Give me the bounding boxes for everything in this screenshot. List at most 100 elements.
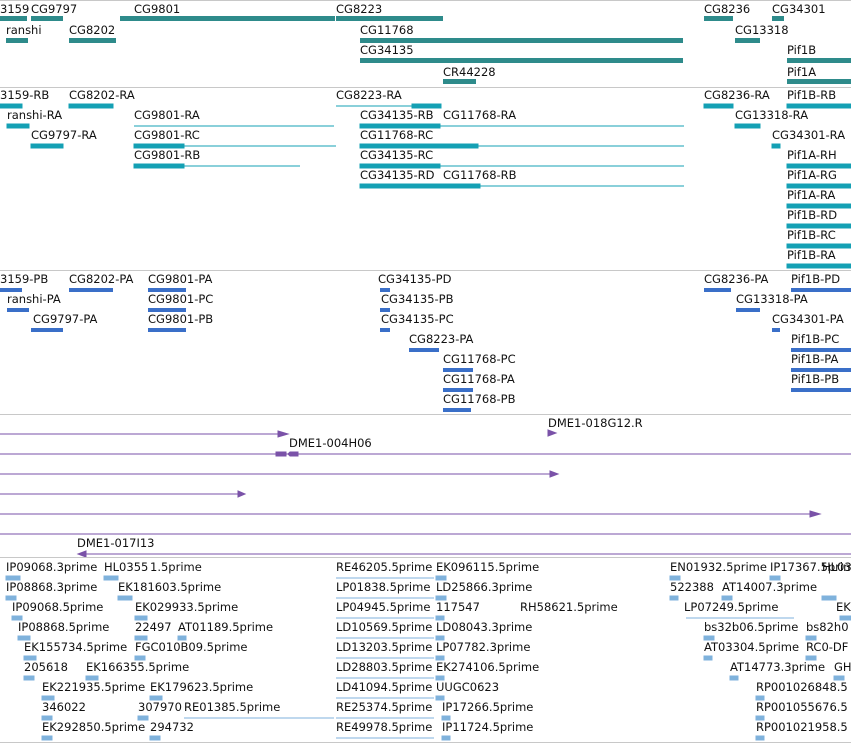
gene-glyph[interactable] — [735, 38, 760, 43]
gene-label[interactable]: CG9801 — [134, 2, 181, 16]
est-label[interactable]: LD25866.3prime — [436, 580, 533, 594]
gene-label[interactable]: CG8236 — [704, 2, 751, 16]
transcript-label[interactable]: Pif1B-RB — [787, 88, 837, 102]
transcript-label[interactable]: Pif1B-RC — [787, 228, 836, 242]
est-glyphs[interactable] — [0, 558, 851, 743]
est-label[interactable]: UUGC0623 — [436, 680, 500, 694]
est-label[interactable]: 117547 — [436, 600, 480, 614]
est-label[interactable]: LP04945.5prime — [336, 600, 431, 614]
est-label[interactable]: LD41094.5prime — [336, 680, 433, 694]
est-label[interactable]: AT03304.5prime — [704, 640, 800, 654]
est-label[interactable]: IP17367.5prime — [770, 560, 851, 574]
gene-label[interactable]: CR44228 — [443, 65, 496, 79]
protein-glyphs[interactable] — [0, 271, 851, 414]
est-label[interactable]: EK179623.5prime — [150, 680, 254, 694]
gene-label[interactable]: CG34135 — [360, 43, 414, 57]
est-label[interactable]: 346022 — [42, 700, 86, 714]
est-label[interactable]: 307970 — [138, 700, 182, 714]
transcript-label[interactable]: CG11768-RA — [443, 108, 517, 122]
est-label[interactable]: RC0-DF — [806, 640, 849, 654]
est-label[interactable]: AT14007.3prime — [722, 580, 818, 594]
est-label[interactable]: IP17266.5prime — [442, 700, 534, 714]
est-label[interactable]: RH58621.5prime — [520, 600, 618, 614]
gene-label[interactable]: 3159 — [0, 2, 30, 16]
est-label[interactable]: LD10569.5prime — [336, 620, 433, 634]
est-label[interactable]: EK029933.5prime — [135, 600, 239, 614]
transcript-label[interactable]: CG9797-RA — [31, 128, 97, 142]
est-label[interactable]: bs82h0 — [806, 620, 849, 634]
est-label[interactable]: AT01189.5prime — [178, 620, 274, 634]
transcript-label[interactable]: CG11768-RC — [360, 128, 434, 142]
transcript-label[interactable]: Pif1A-RG — [787, 168, 837, 182]
protein-label[interactable]: CG8236-PA — [704, 272, 769, 286]
transcript-label[interactable]: CG9801-RC — [134, 128, 200, 142]
est-label[interactable]: EK166355.5prime — [86, 660, 190, 674]
est-label[interactable]: RE25374.5prime — [336, 700, 433, 714]
est-label[interactable]: RP001026848.5 — [756, 680, 848, 694]
gene-label[interactable]: CG9797 — [31, 2, 78, 16]
protein-label[interactable]: ranshi-PA — [7, 292, 61, 306]
est-label[interactable]: HL03 — [822, 560, 851, 574]
transcript-label[interactable]: Pif1B-RD — [787, 208, 838, 222]
transcript-label[interactable]: CG9801-RB — [134, 148, 201, 162]
gene-glyph[interactable] — [6, 38, 28, 43]
est-label[interactable]: RE46205.5prime — [336, 560, 433, 574]
est-label[interactable]: 22497 — [135, 620, 172, 634]
est-label[interactable]: AT14773.3prime — [730, 660, 826, 674]
gene-glyph[interactable] — [31, 16, 63, 21]
gene-glyph[interactable] — [120, 16, 335, 21]
gene-label[interactable]: ranshi — [6, 23, 42, 37]
clone-glyphs[interactable] — [0, 415, 851, 558]
protein-label[interactable]: CG13318-PA — [736, 292, 808, 306]
gene-label[interactable]: CG11768 — [360, 23, 414, 37]
protein-label[interactable]: CG8223-PA — [409, 332, 474, 346]
gene-label[interactable]: CG8202 — [69, 23, 116, 37]
protein-label[interactable]: CG34301-PA — [772, 312, 844, 326]
transcript-label[interactable]: CG8223-RA — [336, 88, 402, 102]
protein-label[interactable]: CG8202-PA — [69, 272, 134, 286]
gene-label[interactable]: Pif1B — [787, 43, 817, 57]
est-label[interactable]: 205618 — [24, 660, 68, 674]
est-label[interactable]: 294732 — [150, 720, 194, 734]
est-label[interactable]: LD13203.5prime — [336, 640, 433, 654]
protein-label[interactable]: CG9801-PB — [148, 312, 214, 326]
est-label[interactable]: FGC010B09.5prime — [135, 640, 248, 654]
transcript-label[interactable]: Pif1B-RA — [787, 248, 836, 262]
est-label[interactable]: IP09068.5prime — [12, 600, 104, 614]
est-label[interactable]: EK — [836, 600, 851, 614]
protein-label[interactable]: CG9797-PA — [33, 312, 98, 326]
gene-glyph[interactable] — [787, 58, 851, 63]
est-label[interactable]: HL0355 — [104, 560, 149, 574]
est-label[interactable]: IP11724.5prime — [442, 720, 534, 734]
clone-label[interactable]: DME1-004H06 — [289, 436, 372, 450]
transcript-label[interactable]: CG11768-RB — [443, 168, 517, 182]
est-label[interactable]: EK292850.5prime — [42, 720, 146, 734]
est-label[interactable]: RP001021958.5 — [756, 720, 848, 734]
est-label[interactable]: LP01838.5prime — [336, 580, 431, 594]
gene-glyph[interactable] — [787, 79, 851, 84]
transcript-label[interactable]: Pif1A-RA — [787, 188, 836, 202]
est-label[interactable]: EK181603.5prime — [118, 580, 222, 594]
gene-label[interactable]: CG34301 — [772, 2, 826, 16]
protein-label[interactable]: CG34135-PD — [378, 272, 452, 286]
protein-label[interactable]: Pif1B-PC — [791, 332, 840, 346]
est-label[interactable]: RE49978.5prime — [336, 720, 433, 734]
est-label[interactable]: EK274106.5prime — [436, 660, 540, 674]
protein-label[interactable]: Pif1B-PB — [791, 372, 840, 386]
gene-label[interactable]: Pif1A — [787, 65, 817, 79]
gene-label[interactable]: CG13318 — [735, 23, 789, 37]
est-label[interactable]: EK155734.5prime — [24, 640, 128, 654]
est-label[interactable]: EK221935.5prime — [42, 680, 146, 694]
clone-label[interactable]: DME1-017I13 — [77, 536, 155, 550]
protein-label[interactable]: CG9801-PA — [148, 272, 213, 286]
est-label[interactable]: GH — [834, 660, 851, 674]
est-label[interactable]: RE01385.5prime — [184, 700, 281, 714]
protein-label[interactable]: Pif1B-PD — [791, 272, 841, 286]
transcript-label[interactable]: CG8202-RA — [69, 88, 135, 102]
protein-label[interactable]: CG11768-PC — [443, 352, 516, 366]
gene-glyph[interactable] — [336, 16, 443, 21]
transcript-label[interactable]: CG13318-RA — [735, 108, 809, 122]
transcript-label[interactable]: 3159-RB — [0, 88, 50, 102]
gene-glyph[interactable] — [704, 16, 733, 21]
gene-glyph[interactable] — [69, 38, 116, 43]
